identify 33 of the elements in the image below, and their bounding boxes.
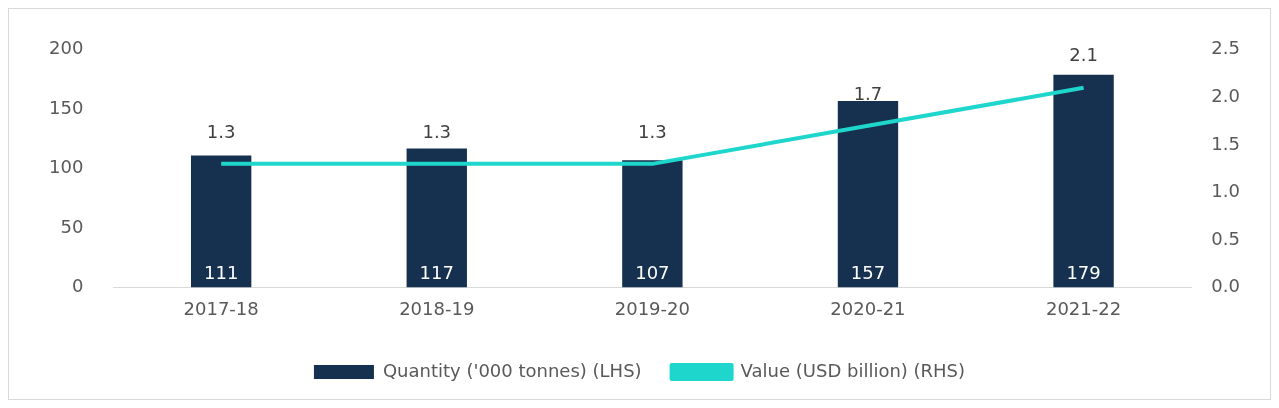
bar xyxy=(190,155,252,288)
x-tick-label: 2018-19 xyxy=(399,297,475,319)
data-label: 1.3 xyxy=(206,120,236,142)
bar xyxy=(837,100,899,288)
bar xyxy=(1053,74,1114,288)
y-tick-label: 150 xyxy=(49,96,84,118)
y2-tick-label: 2.5 xyxy=(1211,37,1241,59)
data-label: 117 xyxy=(419,262,454,284)
data-label: 2.1 xyxy=(1069,44,1098,66)
y-tick-label: 50 xyxy=(60,215,84,237)
data-label: 111 xyxy=(203,262,239,284)
data-label: 157 xyxy=(850,262,886,284)
data-label: 1.3 xyxy=(638,120,667,142)
y2-tick-label: 0.5 xyxy=(1211,227,1241,249)
x-tick-label: 2017-18 xyxy=(183,297,259,319)
y2-tick-label: 2.0 xyxy=(1211,84,1241,106)
data-label: 107 xyxy=(635,262,670,284)
data-label: 179 xyxy=(1066,262,1101,284)
bar xyxy=(406,148,467,288)
y-tick-label: 100 xyxy=(49,156,84,178)
y2-tick-label: 1.5 xyxy=(1211,132,1241,154)
y-tick-label: 200 xyxy=(49,37,84,59)
x-tick-label: 2019-20 xyxy=(614,297,690,319)
x-tick-label: 2021-22 xyxy=(1045,297,1122,319)
y2-tick-label: 1.0 xyxy=(1211,180,1241,202)
legend-label: Value (USD billion) (RHS) xyxy=(740,359,966,381)
x-tick-label: 2020-21 xyxy=(830,297,906,319)
data-label: 1.7 xyxy=(853,82,883,104)
y-tick-label: 0 xyxy=(71,275,84,297)
y2-tick-label: 0.0 xyxy=(1211,275,1241,297)
bar xyxy=(622,160,683,288)
data-label: 1.3 xyxy=(422,120,452,142)
legend-label: Quantity ('000 tonnes) (LHS) xyxy=(382,359,642,381)
